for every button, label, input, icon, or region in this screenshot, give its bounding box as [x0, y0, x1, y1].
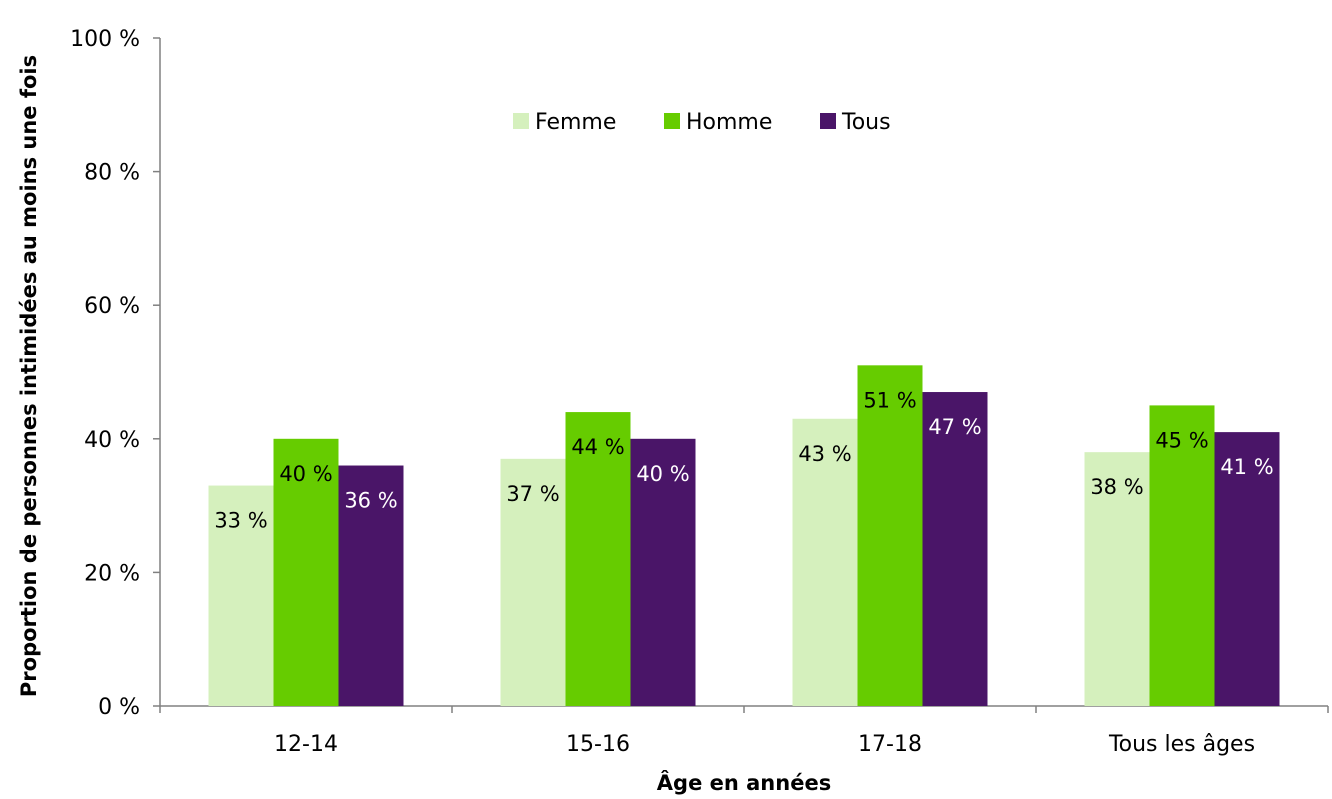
data-label: 36 %	[344, 489, 397, 513]
x-axis-title: Âge en années	[657, 770, 831, 795]
bar	[922, 392, 988, 706]
data-label: 38 %	[1090, 475, 1143, 499]
legend: Femme Homme Tous	[513, 110, 891, 135]
legend-swatch	[664, 113, 680, 129]
y-tick-label: 40 %	[84, 428, 140, 453]
y-tick-label: 100 %	[70, 27, 140, 52]
x-axis: 12-14 15-16 17-18 Tous les âges	[159, 705, 1329, 757]
bars	[208, 365, 1280, 706]
bar	[1149, 405, 1215, 706]
bar	[208, 485, 274, 706]
data-label: 33 %	[214, 509, 267, 533]
bar	[857, 365, 923, 706]
x-tick-label: 15-16	[566, 732, 630, 757]
legend-swatch	[513, 113, 529, 129]
data-label: 51 %	[863, 388, 916, 412]
data-label: 40 %	[636, 462, 689, 486]
data-label: 37 %	[506, 482, 559, 506]
y-tick-label: 60 %	[84, 294, 140, 319]
legend-label: Homme	[686, 110, 772, 135]
data-label: 45 %	[1155, 428, 1208, 452]
x-tick-label: Tous les âges	[1108, 732, 1255, 757]
legend-swatch	[820, 113, 836, 129]
data-label: 44 %	[571, 435, 624, 459]
data-label: 43 %	[798, 442, 851, 466]
bar	[565, 412, 631, 706]
y-axis: 0 % 20 % 40 % 60 % 80 % 100 %	[70, 27, 161, 720]
y-tick-label: 20 %	[84, 561, 140, 586]
bar	[500, 458, 566, 706]
bar	[1214, 432, 1280, 706]
bar	[792, 418, 858, 706]
y-tick-label: 0 %	[98, 695, 140, 720]
data-label: 47 %	[928, 415, 981, 439]
bar	[1084, 452, 1150, 706]
bar	[630, 438, 696, 706]
legend-label: Femme	[535, 110, 616, 135]
y-tick-label: 80 %	[84, 161, 140, 186]
bar	[338, 465, 404, 706]
y-axis-title: Proportion de personnes intimidées au mo…	[17, 55, 41, 697]
data-labels: 33 % 40 % 36 % 37 % 44 % 40 % 43 % 51 % 47 % 38 %…	[214, 388, 1273, 532]
x-tick-label: 12-14	[274, 732, 338, 757]
x-tick-label: 17-18	[858, 732, 922, 757]
legend-label: Tous	[841, 110, 891, 135]
data-label: 40 %	[279, 462, 332, 486]
data-label: 41 %	[1220, 455, 1273, 479]
bar	[273, 438, 339, 706]
